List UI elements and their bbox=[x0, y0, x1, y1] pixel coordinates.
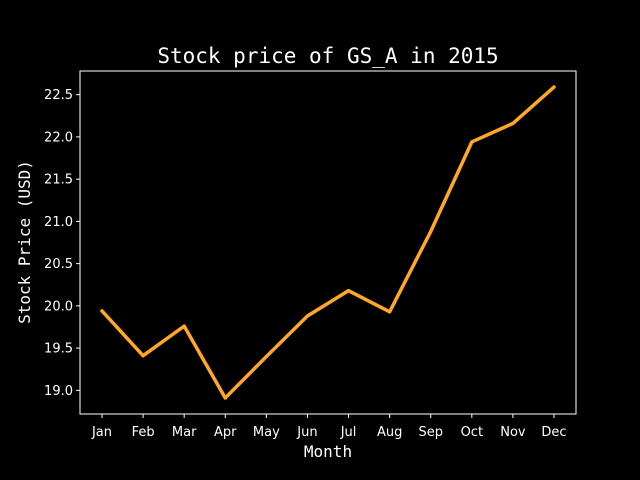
data-point bbox=[511, 121, 515, 125]
data-point bbox=[470, 140, 474, 144]
x-tick-label: Dec bbox=[541, 425, 566, 440]
data-point bbox=[429, 229, 433, 234]
x-tick-label: Oct bbox=[461, 425, 483, 440]
series-layer bbox=[100, 85, 556, 400]
x-tick-label: Nov bbox=[500, 425, 526, 440]
data-point bbox=[305, 314, 310, 318]
x-axis-ticks: Jan Feb Mar Apr May Jun Jul Aug Sep Oct Nov Dec bbox=[91, 414, 567, 440]
data-point bbox=[141, 354, 145, 358]
data-point bbox=[223, 396, 227, 400]
y-tick-label: 22.5 bbox=[44, 88, 73, 103]
y-tick-label: 21.0 bbox=[44, 215, 73, 230]
x-tick-label: Jul bbox=[340, 425, 357, 440]
y-tick-label: 19.5 bbox=[44, 342, 73, 357]
x-axis-label: Month bbox=[304, 442, 352, 461]
x-tick-label: Mar bbox=[172, 425, 197, 440]
x-tick-label: Jan bbox=[91, 425, 112, 440]
data-point bbox=[346, 289, 351, 293]
x-tick-label: Feb bbox=[132, 425, 155, 440]
data-point bbox=[552, 85, 556, 89]
x-tick-label: Apr bbox=[214, 425, 237, 440]
data-point bbox=[388, 310, 392, 314]
y-tick-label: 20.5 bbox=[44, 257, 73, 272]
data-point bbox=[182, 324, 186, 328]
y-tick-label: 20.0 bbox=[44, 299, 73, 314]
chart-title: Stock price of GS_A in 2015 bbox=[157, 44, 498, 68]
plot-frame bbox=[79, 70, 577, 415]
data-point bbox=[264, 354, 268, 359]
x-tick-label: May bbox=[253, 425, 280, 440]
y-axis-label: Stock Price (USD) bbox=[15, 160, 34, 324]
data-point bbox=[100, 309, 104, 313]
x-tick-label: Sep bbox=[418, 425, 443, 440]
x-tick-label: Aug bbox=[377, 425, 402, 440]
y-tick-label: 21.5 bbox=[44, 173, 73, 188]
x-tick-label: Jun bbox=[296, 425, 317, 440]
y-tick-label: 22.0 bbox=[44, 130, 73, 145]
y-tick-label: 19.0 bbox=[44, 384, 73, 399]
y-axis-ticks: 19.0 19.5 20.0 20.5 21.0 21.5 22.0 22.5 bbox=[44, 88, 80, 399]
series-line bbox=[100, 85, 556, 400]
